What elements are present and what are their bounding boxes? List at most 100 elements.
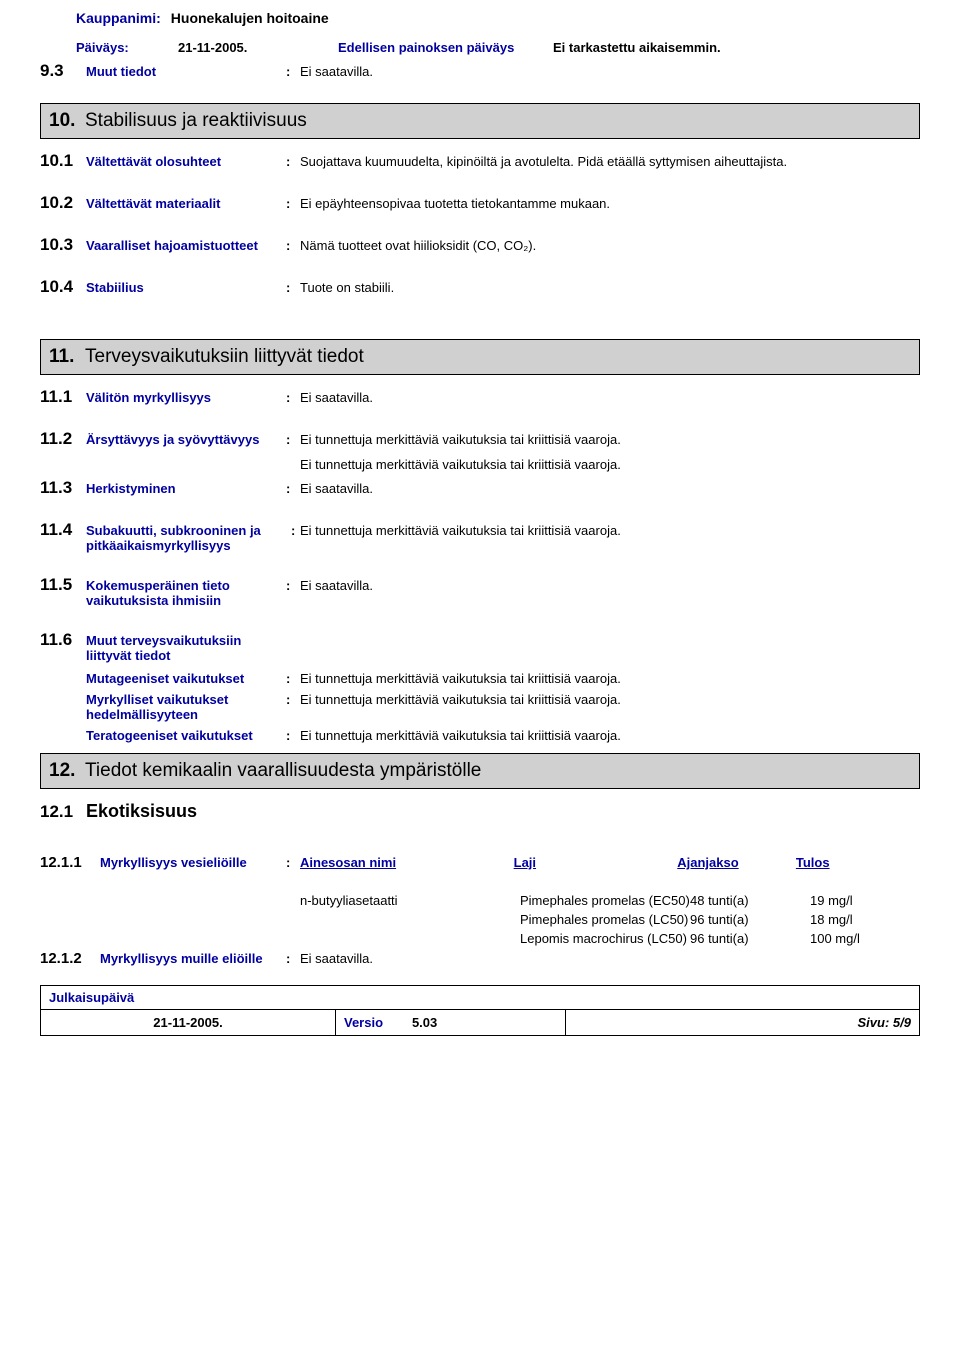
footer-date: 21-11-2005. — [41, 1010, 336, 1035]
tox-header-inline: Ainesosan nimi Laji Ajanjakso Tulos — [300, 855, 920, 870]
section-11-num: 11. — [49, 346, 85, 368]
row-10-1: 10.1 Vältettävät olosuhteet : Suojattava… — [40, 151, 920, 171]
row-11-2-extra: Ei tunnettuja merkittäviä vaikutuksia ta… — [300, 457, 920, 472]
num: 11.1 — [40, 387, 86, 407]
value: Ei saatavilla. — [300, 951, 920, 966]
label: Myrkyllisyys muille eliöille — [100, 951, 286, 966]
c3: 96 tunti(a) — [690, 912, 810, 927]
row-11-3: 11.3 Herkistyminen : Ei saatavilla. — [40, 478, 920, 498]
value: Ei tunnettuja merkittäviä vaikutuksia ta… — [300, 432, 920, 447]
tradename-value: Huonekalujen hoitoaine — [171, 10, 329, 26]
value: Ei tunnettuja merkittäviä vaikutuksia ta… — [300, 523, 920, 538]
footer-page: Sivu: 5/9 — [566, 1010, 919, 1035]
section-11-bar: 11. Terveysvaikutuksiin liittyvät tiedot — [40, 339, 920, 375]
colon: : — [291, 523, 300, 538]
header-tradename-row: Kauppanimi: Huonekalujen hoitoaine — [40, 10, 920, 26]
num: 11.3 — [40, 478, 86, 498]
value: Ei tunnettuja merkittäviä vaikutuksia ta… — [300, 671, 920, 686]
value: Ei saatavilla. — [300, 578, 920, 593]
prev-value: Ei tarkastettu aikaisemmin. — [553, 40, 721, 55]
colon: : — [286, 671, 300, 686]
row-11-2: 11.2 Ärsyttävyys ja syövyttävyys : Ei tu… — [40, 429, 920, 449]
page-value: 5/9 — [893, 1015, 911, 1030]
row-mutagenic: Mutageeniset vaikutukset : Ei tunnettuja… — [86, 671, 920, 686]
footer-row: 21-11-2005. Versio 5.03 Sivu: 5/9 — [41, 1010, 919, 1035]
title: Ekotiksisuus — [86, 801, 197, 822]
section-10-bar: 10. Stabilisuus ja reaktiivisuus — [40, 103, 920, 139]
colon: : — [286, 64, 300, 79]
section-12-num: 12. — [49, 760, 85, 782]
c4: 19 mg/l — [810, 893, 890, 908]
colon: : — [286, 692, 300, 707]
row-fertility: Myrkylliset vaikutukset hedelmällisyytee… — [86, 692, 920, 722]
page-label: Sivu: — [858, 1015, 890, 1030]
c2: Pimephales promelas (LC50) — [520, 912, 690, 927]
c3: 96 tunti(a) — [690, 931, 810, 946]
col-period: Ajanjakso — [677, 855, 792, 870]
col-name: Ainesosan nimi — [300, 855, 510, 870]
footer-pub-label: Julkaisupäivä — [41, 986, 919, 1010]
row-11-1: 11.1 Välitön myrkyllisyys : Ei saatavill… — [40, 387, 920, 407]
colon: : — [286, 196, 300, 211]
footer-box: Julkaisupäivä 21-11-2005. Versio 5.03 Si… — [40, 985, 920, 1036]
colon: : — [286, 728, 300, 743]
ver-label: Versio — [344, 1015, 383, 1030]
colon: : — [286, 951, 300, 966]
row-10-3: 10.3 Vaaralliset hajoamistuotteet : Nämä… — [40, 235, 920, 255]
value-9-3: Ei saatavilla. — [300, 64, 920, 79]
num: 12.1.1 — [40, 854, 100, 871]
value: Ei saatavilla. — [300, 390, 920, 405]
header-date-row: Päiväys: 21-11-2005. Edellisen painoksen… — [76, 40, 920, 55]
row-12-1-1: 12.1.1 Myrkyllisyys vesieliöille : Aines… — [40, 854, 920, 871]
label: Välitön myrkyllisyys — [86, 390, 286, 405]
c3: 48 tunti(a) — [690, 893, 810, 908]
num: 11.5 — [40, 575, 86, 595]
colon: : — [286, 154, 300, 169]
row-teratogenic: Teratogeeniset vaikutukset : Ei tunnettu… — [86, 728, 920, 743]
section-12-title: Tiedot kemikaalin vaarallisuudesta ympär… — [85, 760, 481, 782]
c2: Lepomis macrochirus (LC50) — [520, 931, 690, 946]
c1 — [300, 912, 520, 927]
colon: : — [286, 481, 300, 496]
value: Nämä tuotteet ovat hiilioksidit (CO, CO₂… — [300, 238, 920, 253]
c1: n-butyyliasetaatti — [300, 893, 520, 908]
tox-row-0: n-butyyliasetaatti Pimephales promelas (… — [300, 893, 920, 908]
value: Ei epäyhteensopivaa tuotetta tietokantam… — [300, 196, 920, 211]
colon: : — [286, 390, 300, 405]
colon: : — [286, 280, 300, 295]
num-9-3: 9.3 — [40, 61, 86, 81]
col-species: Laji — [514, 855, 674, 870]
colon: : — [286, 238, 300, 253]
value: Ei saatavilla. — [300, 481, 920, 496]
c4: 100 mg/l — [810, 931, 890, 946]
num: 10.2 — [40, 193, 86, 213]
label: Herkistyminen — [86, 481, 286, 496]
row-10-4: 10.4 Stabiilius : Tuote on stabiili. — [40, 277, 920, 297]
footer-version: Versio 5.03 — [336, 1010, 566, 1035]
row-12-1-2: 12.1.2 Myrkyllisyys muille eliöille : Ei… — [40, 950, 920, 967]
row-12-1: 12.1 Ekotiksisuus — [40, 801, 920, 822]
prev-label: Edellisen painoksen päiväys — [338, 40, 553, 55]
c1 — [300, 931, 520, 946]
label: Muut terveysvaikutuksiin liittyvät tiedo… — [86, 633, 286, 663]
section-10-num: 10. — [49, 110, 85, 132]
value: Tuote on stabiili. — [300, 280, 920, 295]
row-10-2: 10.2 Vältettävät materiaalit : Ei epäyht… — [40, 193, 920, 213]
num: 11.2 — [40, 429, 86, 449]
num: 10.3 — [40, 235, 86, 255]
num: 10.1 — [40, 151, 86, 171]
section-11-title: Terveysvaikutuksiin liittyvät tiedot — [85, 346, 364, 368]
value: Suojattava kuumuudelta, kipinöiltä ja av… — [300, 154, 920, 169]
label: Vaaralliset hajoamistuotteet — [86, 238, 286, 253]
row-11-6: 11.6 Muut terveysvaikutuksiin liittyvät … — [40, 630, 920, 663]
c2: Pimephales promelas (EC50) — [520, 893, 690, 908]
ver-value: 5.03 — [412, 1015, 437, 1030]
label: Myrkyllisyys vesieliöille — [100, 855, 286, 870]
label: Mutageeniset vaikutukset — [86, 671, 286, 686]
label: Vältettävät olosuhteet — [86, 154, 286, 169]
colon: : — [286, 432, 300, 447]
section-12-bar: 12. Tiedot kemikaalin vaarallisuudesta y… — [40, 753, 920, 789]
c4: 18 mg/l — [810, 912, 890, 927]
num: 10.4 — [40, 277, 86, 297]
label-9-3: Muut tiedot — [86, 64, 286, 79]
